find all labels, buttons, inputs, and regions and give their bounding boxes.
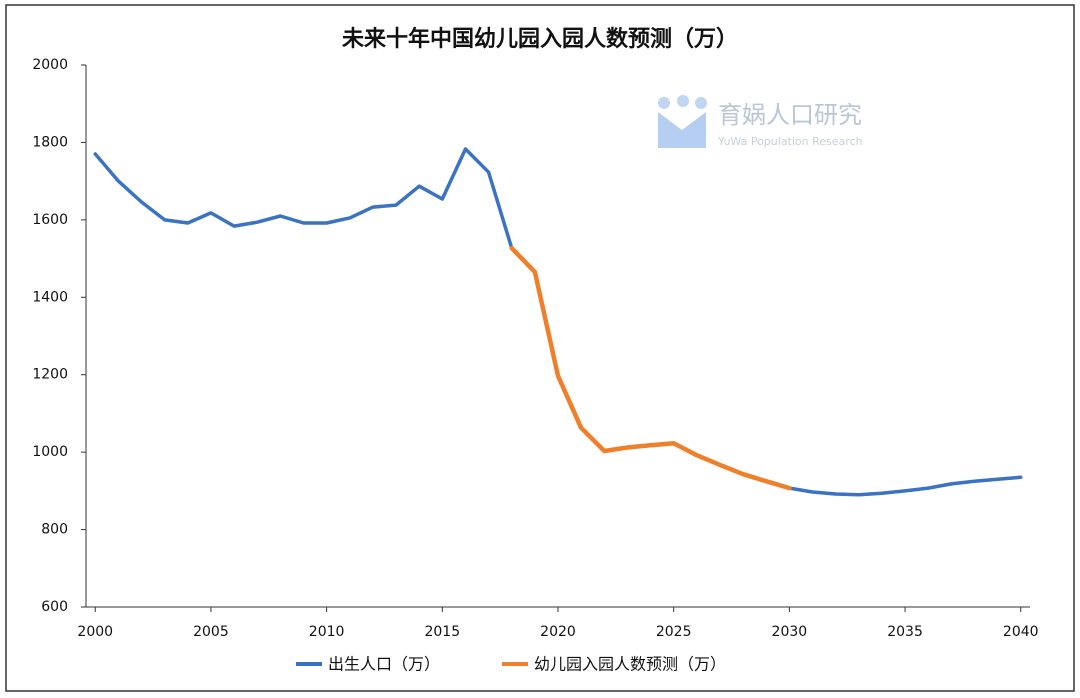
x-tick-label: 2035 <box>887 624 923 640</box>
y-tick-label: 1000 <box>32 444 68 460</box>
legend-label: 出生人口（万） <box>328 655 440 674</box>
watermark: 育娲人口研究 <box>718 101 862 129</box>
chart-title: 未来十年中国幼儿园入园人数预测（万） <box>342 26 738 52</box>
watermark-subtitle: YuWa Population Research <box>717 135 863 148</box>
watermark-icon <box>658 95 707 148</box>
y-tick-label: 1600 <box>32 212 68 228</box>
x-tick-label: 2025 <box>656 624 692 640</box>
x-tick-label: 2030 <box>772 624 808 640</box>
y-tick-label: 1400 <box>32 289 68 305</box>
frame <box>5 4 1075 692</box>
series-line <box>509 245 792 491</box>
x-tick-label: 2000 <box>77 624 113 640</box>
x-tick-label: 2015 <box>424 624 460 640</box>
x-tick-label: 2040 <box>1003 624 1039 640</box>
y-tick-label: 1200 <box>32 367 68 383</box>
legend-label: 幼儿园入园人数预测（万） <box>534 655 726 674</box>
x-tick-label: 2020 <box>540 624 576 640</box>
y-tick-label: 1800 <box>32 134 68 150</box>
y-tick-label: 2000 <box>32 57 68 73</box>
y-tick-label: 800 <box>41 522 68 538</box>
x-tick-label: 2010 <box>309 624 345 640</box>
x-tick-label: 2005 <box>193 624 229 640</box>
y-tick-label: 600 <box>41 599 68 615</box>
series-line <box>93 147 1023 497</box>
